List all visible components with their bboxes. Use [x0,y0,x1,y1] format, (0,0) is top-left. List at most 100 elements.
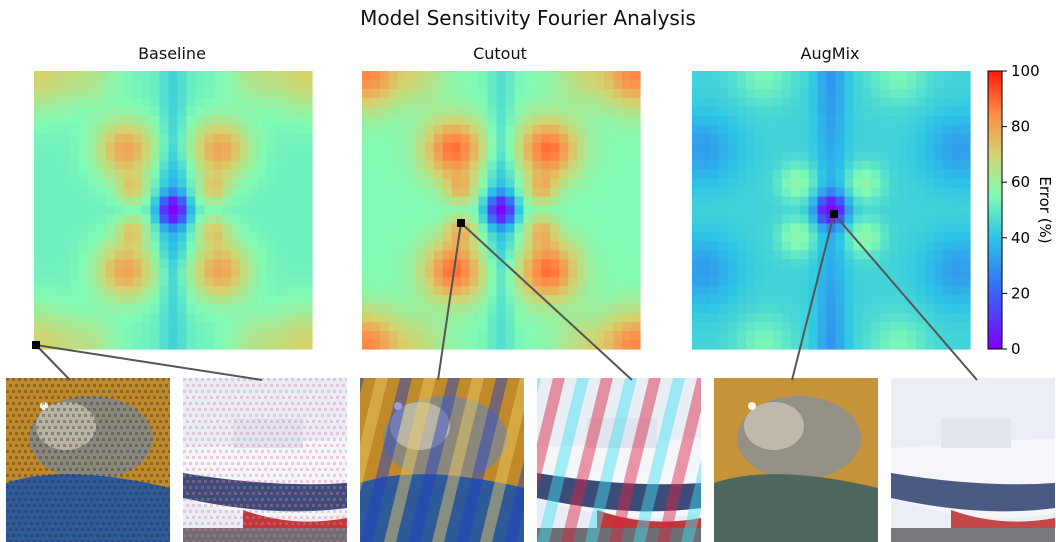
heatmap-cell [862,340,872,350]
heatmap-cell [159,277,170,287]
heatmap-cell [105,250,116,260]
heatmap-cell [362,223,372,234]
heatmap-cell [505,232,516,242]
heatmap-cell [42,115,53,126]
heatmap-cell [604,178,614,189]
heatmap-cell [934,169,944,180]
heatmap-cell [294,106,304,117]
heatmap-cell [105,340,116,350]
heatmap-cell [736,97,747,108]
heatmap-cell [177,286,188,296]
heatmap-cell [496,124,507,135]
heatmap-cell [692,232,702,242]
heatmap-cell [478,178,489,189]
heatmap-cell [159,295,170,305]
heatmap-cell [177,160,188,171]
heatmap-cell [898,71,908,81]
heatmap-cell [907,268,917,278]
heatmap-cell [469,331,480,341]
heatmap-cell [568,187,578,198]
heatmap-cell [150,241,161,251]
heatmap-cell [505,268,516,278]
heatmap-cell [496,340,507,350]
heatmap-cell [631,295,641,305]
heatmap-cell [105,295,116,305]
heatmap-cell [141,205,152,216]
panel-title-baseline: Baseline [138,44,206,63]
heatmap-cell [568,88,578,99]
heatmap-cell [889,286,899,296]
heatmap-cell [222,88,232,99]
heatmap-cell [871,169,881,180]
heatmap-cell [586,331,596,341]
heatmap-cell [442,178,453,189]
heatmap-cell [159,304,170,314]
heatmap-cell [285,169,295,180]
heatmap-cell [424,88,435,99]
heatmap-cell [799,214,810,225]
heatmap-cell [889,277,899,287]
heatmap-cell [505,214,516,225]
heatmap-cell [186,268,197,278]
heatmap-cell [141,187,152,198]
heatmap-cell [496,88,507,99]
heatmap-cell [907,178,917,189]
heatmap-cell [442,169,453,180]
heatmap-cell [388,259,399,269]
heatmap-cell [763,313,774,323]
heatmap-cell [105,106,116,117]
heatmap-cell [123,115,134,126]
heatmap-cell [478,214,489,225]
heatmap-cell [799,250,810,260]
heatmap-cell [817,214,828,225]
heatmap-cell [799,169,810,180]
heatmap-cell [862,286,872,296]
heatmap-cell [907,295,917,305]
heatmap-cell [835,106,846,117]
heatmap-cell [276,124,286,135]
heatmap-cell [595,178,605,189]
heatmap-cell [532,223,542,234]
heatmap-cell [844,232,855,242]
heatmap-cell [916,97,926,108]
heatmap-cell [406,304,417,314]
heatmap-cell [781,115,792,126]
heatmap-cell [577,151,587,162]
heatmap-cell [844,277,855,287]
heatmap-cell [586,124,596,135]
heatmap-cell [907,214,917,225]
heatmap-cell [96,268,107,278]
heatmap-cell [925,286,935,296]
heatmap-cell [595,71,605,81]
heatmap-cell [799,79,810,90]
heatmap-cell [568,124,578,135]
heatmap-cell [559,124,569,135]
heatmap-cell [276,286,286,296]
heatmap-cell [177,97,188,108]
heatmap-cell [240,277,250,287]
heatmap-cell [559,169,569,180]
heatmap-cell [568,169,578,180]
heatmap-cell [42,124,53,135]
heatmap-cell [168,286,179,296]
heatmap-cell [790,142,801,153]
heatmap-cell [168,160,179,171]
heatmap-cell [213,214,223,225]
heatmap-cell [745,304,756,314]
heatmap-cell [285,331,295,341]
heatmap-cell [736,331,747,341]
heatmap-cell [231,205,241,216]
heatmap-cell [294,268,304,278]
heatmap-cell [34,124,44,135]
heatmap-cell [370,88,381,99]
heatmap-cell [159,259,170,269]
heatmap-cell [222,259,232,269]
heatmap-cell [362,178,372,189]
heatmap-cell [397,106,408,117]
heatmap-cell [114,178,125,189]
heatmap-cell [424,79,435,90]
example-image-cat-none [714,378,878,542]
heatmap-cell [844,71,855,81]
heatmap-cell [415,268,426,278]
heatmap-cell [168,304,179,314]
